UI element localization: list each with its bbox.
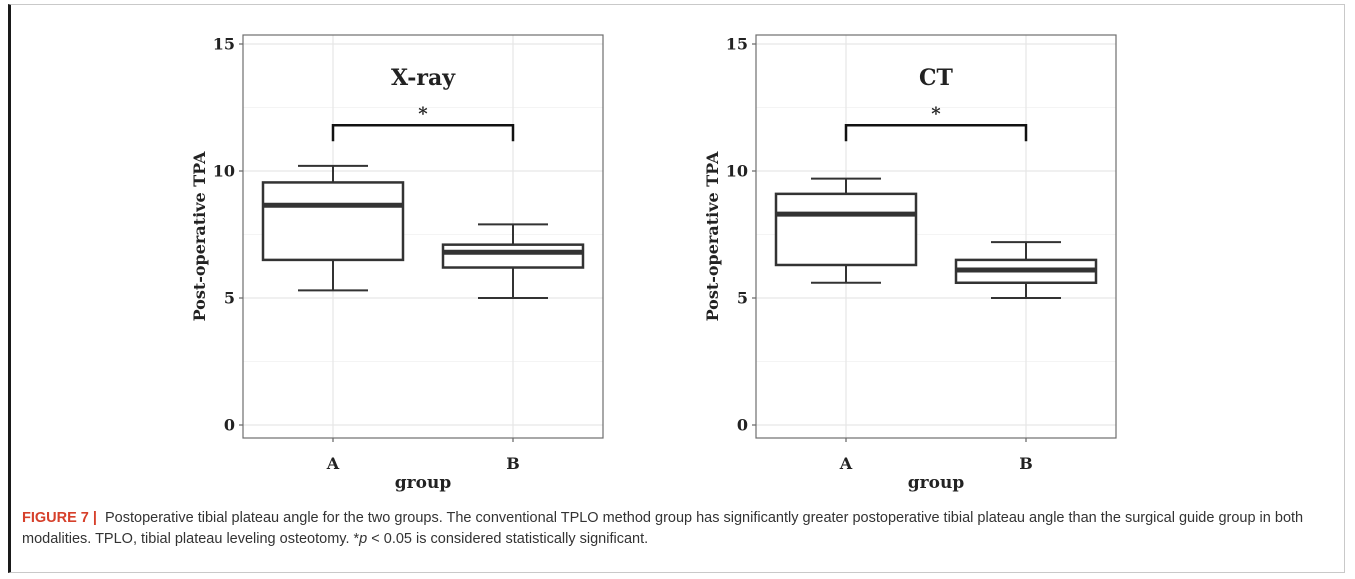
- chart-title: X-ray: [391, 65, 456, 91]
- x-tick-label: A: [326, 454, 340, 473]
- figure-caption: FIGURE 7 | Postoperative tibial plateau …: [22, 508, 1332, 550]
- plot-panel-border: [242, 34, 604, 439]
- x-tick-label: B: [506, 454, 520, 473]
- caption-p-symbol: p: [359, 531, 368, 547]
- y-tick-label: 5: [224, 289, 235, 308]
- x-axis-label: group: [395, 473, 452, 493]
- y-tick-label: 0: [224, 416, 235, 435]
- x-axis-label: group: [908, 473, 965, 493]
- significance-label: *: [931, 103, 941, 124]
- y-tick-label: 15: [213, 35, 235, 54]
- box-iqr: [441, 243, 585, 269]
- caption-text-before: Postoperative tibial plateau angle for t…: [22, 510, 1304, 547]
- figure-separator: |: [92, 510, 97, 526]
- chart-ct: 0 5 10 15 A B * CT group Post-operative TPA: [703, 34, 1117, 493]
- caption-text-after: < 0.05 is considered statistically signi…: [367, 531, 649, 547]
- y-axis-label: Post-operative TPA: [190, 151, 209, 321]
- x-tick-label: A: [839, 454, 853, 473]
- y-tick-label: 10: [213, 162, 235, 181]
- figure-frame: [8, 4, 1345, 573]
- y-tick-label: 5: [737, 289, 748, 308]
- y-axis-label: Post-operative TPA: [703, 151, 722, 321]
- y-tick-label: 0: [737, 416, 748, 435]
- x-tick-label: B: [1019, 454, 1033, 473]
- chart-title: CT: [919, 65, 954, 91]
- significance-bracket: [331, 124, 515, 142]
- significance-bracket: [844, 124, 1028, 142]
- y-tick-label: 15: [726, 35, 748, 54]
- figure-label: FIGURE 7: [22, 510, 89, 526]
- significance-label: *: [418, 103, 428, 124]
- box-iqr: [774, 192, 918, 267]
- plot-panel-border: [755, 34, 1117, 439]
- box-iqr: [261, 181, 405, 262]
- chart-xray: 0 5 10 15 A B * X-ray group Post-operative TPA: [190, 34, 604, 493]
- y-tick-label: 10: [726, 162, 748, 181]
